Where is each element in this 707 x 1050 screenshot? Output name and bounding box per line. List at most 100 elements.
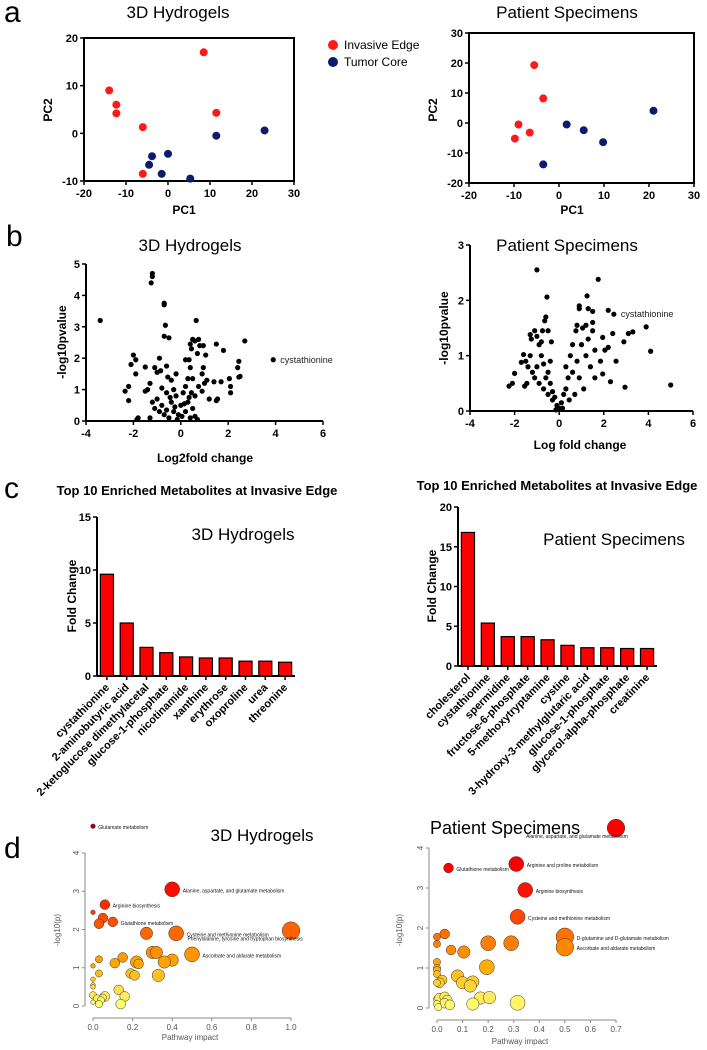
volcano-point bbox=[625, 330, 631, 337]
volcano-point bbox=[576, 306, 582, 312]
x-tick-label: 6 bbox=[320, 428, 326, 440]
volcano-point bbox=[190, 405, 196, 412]
pathway-point bbox=[151, 968, 165, 982]
y-tick-label: 3 bbox=[72, 888, 81, 893]
volcano-point bbox=[559, 405, 566, 411]
volcano-point bbox=[542, 318, 548, 324]
volcano-point bbox=[270, 357, 276, 363]
y-axis-label: -log10(p) bbox=[53, 914, 62, 946]
panel-letter-c: c bbox=[4, 472, 19, 505]
x-tick-label: -2 bbox=[510, 418, 520, 430]
volcano-point bbox=[580, 325, 586, 331]
volcano-point bbox=[190, 336, 196, 342]
chart-title: 3D Hydrogels bbox=[127, 3, 230, 22]
volcano-point bbox=[549, 389, 556, 395]
volcano-point bbox=[534, 364, 540, 370]
volcano-point bbox=[545, 328, 551, 334]
bar-erythrose bbox=[218, 657, 233, 677]
volcano-point bbox=[162, 322, 168, 328]
y-tick-label: 2 bbox=[458, 295, 464, 307]
volcano-patients-chart: -4 -2 0 2 4 6 0 1 2 3 Patient Specimens Log fold ch… bbox=[437, 236, 696, 452]
volcano-point bbox=[561, 391, 567, 397]
volcano-point bbox=[592, 347, 598, 353]
x-tick-label: -4 bbox=[81, 428, 92, 440]
x-tick-label: 0 bbox=[556, 190, 562, 202]
volcano-point bbox=[142, 388, 148, 394]
pathway-point bbox=[445, 944, 457, 956]
volcano-point bbox=[161, 302, 167, 308]
volcano-point bbox=[545, 369, 551, 375]
volcano-point bbox=[585, 306, 591, 312]
panel-letter-d: d bbox=[4, 832, 21, 865]
volcano-point bbox=[187, 365, 193, 371]
x-tick-label: 0 bbox=[165, 188, 171, 200]
volcano-point bbox=[611, 311, 617, 317]
volcano-point bbox=[584, 293, 590, 299]
x-tick-label: 20 bbox=[246, 188, 258, 200]
x-tick-label: -4 bbox=[465, 418, 476, 430]
volcano-point bbox=[648, 348, 654, 354]
y-axis-label: PC2 bbox=[41, 98, 55, 122]
bar-spermidine bbox=[500, 635, 515, 667]
pathway-point bbox=[95, 969, 103, 978]
volcano-point bbox=[133, 371, 139, 377]
volcano-point bbox=[134, 416, 140, 423]
volcano-point bbox=[156, 355, 163, 361]
pca-point-invasive-edge bbox=[138, 123, 147, 132]
volcano-point bbox=[590, 328, 596, 334]
x-tick-label: -2 bbox=[129, 428, 139, 440]
volcano-point bbox=[592, 375, 598, 381]
volcano-point bbox=[532, 375, 538, 381]
pathway-label: Alanine, aspartate, and glutamate metabo… bbox=[526, 834, 628, 840]
pathway-point bbox=[509, 995, 526, 1011]
pca-point-invasive-edge bbox=[199, 48, 208, 57]
volcano-point bbox=[159, 402, 165, 408]
volcano-point bbox=[218, 379, 224, 385]
chart-title: Patient Specimens bbox=[430, 818, 580, 838]
bar-5-methoxytryptamine bbox=[540, 639, 555, 667]
volcano-point bbox=[607, 379, 614, 385]
volcano-point bbox=[166, 335, 172, 341]
volcano-point bbox=[574, 322, 580, 328]
volcano-point bbox=[194, 350, 200, 357]
volcano-point bbox=[527, 332, 533, 338]
volcano-point bbox=[174, 416, 180, 423]
volcano-point bbox=[621, 339, 627, 345]
volcano-point bbox=[545, 391, 551, 397]
pathway-label: Glutamate metabolism bbox=[98, 825, 148, 831]
x-tick-label: 0 bbox=[556, 418, 562, 430]
volcano-point bbox=[97, 317, 103, 324]
bar-3-hydroxy-3-methylglutaric-acid bbox=[580, 647, 595, 667]
pathway-label: Arginine biosynthesis bbox=[536, 889, 584, 895]
volcano-point bbox=[558, 400, 565, 406]
pathway-label: Phenylalanine, tyrosine and tryptophan b… bbox=[187, 937, 303, 943]
volcano-point bbox=[235, 365, 241, 371]
volcano-point bbox=[602, 347, 608, 353]
volcano-point bbox=[200, 343, 206, 349]
bar-oxoproline bbox=[238, 660, 253, 677]
volcano-point bbox=[163, 407, 170, 413]
volcano-point bbox=[161, 412, 167, 418]
pathway-patients-chart: 0.0 0.1 0.2 0.3 0.4 0.5 0.6 0.7 0 1 2 3 4 Alanine, as… bbox=[395, 818, 669, 1046]
y-axis-label: -log10pvalue bbox=[437, 291, 451, 365]
volcano-point bbox=[199, 371, 205, 377]
x-tick-label: 6 bbox=[690, 418, 696, 430]
volcano-point bbox=[524, 380, 530, 386]
legend-label-tumor-core: Tumor Core bbox=[344, 55, 408, 69]
volcano-point bbox=[600, 371, 606, 377]
volcano-point bbox=[171, 408, 177, 415]
volcano-point bbox=[520, 351, 527, 358]
volcano-point bbox=[574, 358, 580, 364]
volcano-point bbox=[171, 387, 177, 393]
pca-point-invasive-edge bbox=[212, 108, 221, 117]
volcano-point bbox=[188, 390, 195, 396]
x-tick-label: -20 bbox=[461, 190, 477, 202]
volcano-point bbox=[203, 352, 209, 358]
y-tick-label: 15 bbox=[440, 542, 452, 554]
bar-xanthine bbox=[198, 657, 214, 677]
y-tick-label: 10 bbox=[79, 565, 91, 577]
y-tick-label: 0 bbox=[72, 1003, 81, 1008]
volcano-point bbox=[544, 294, 550, 300]
pathway-label: Glutathione metabolism bbox=[456, 867, 509, 873]
